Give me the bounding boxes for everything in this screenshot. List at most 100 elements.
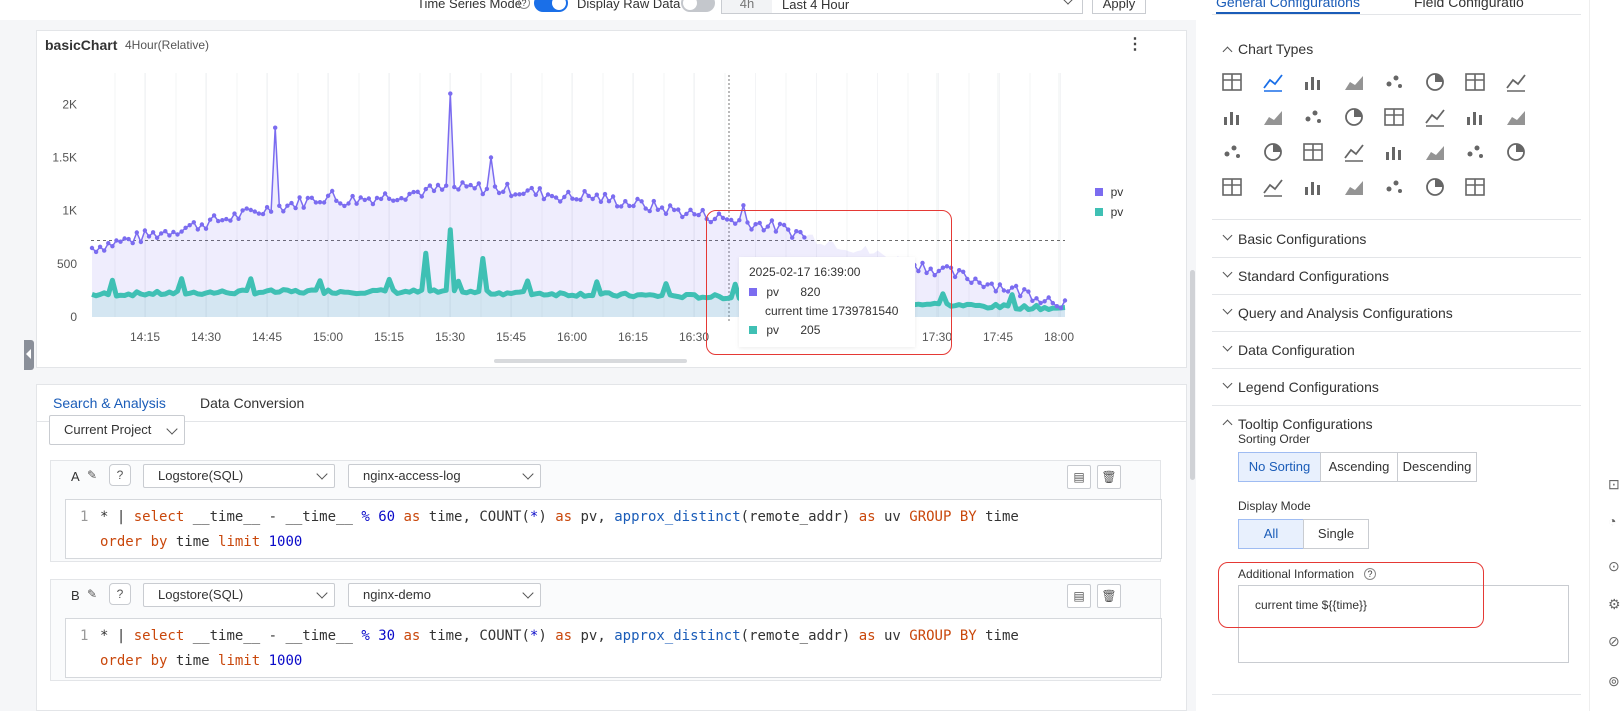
chevron-up-icon[interactable] bbox=[1222, 46, 1233, 57]
section-standard-configurations[interactable]: Standard Configurations bbox=[1212, 257, 1581, 295]
series-point-pv bbox=[163, 229, 168, 234]
chart-type-icon[interactable] bbox=[1463, 175, 1487, 199]
collapse-handle[interactable] bbox=[24, 340, 34, 370]
resize-grip[interactable] bbox=[494, 359, 687, 363]
tool-icon[interactable]: ⊘ bbox=[1608, 633, 1620, 649]
query-editor[interactable]: 1 * | select __time__ - __time__ % 30 as… bbox=[65, 618, 1162, 678]
series-point-pv bbox=[553, 195, 559, 200]
tool-icon[interactable]: ◔ bbox=[1608, 513, 1617, 529]
chart-type-icon[interactable] bbox=[1301, 140, 1325, 164]
series-point-pv bbox=[708, 219, 713, 225]
display-raw-data-toggle[interactable] bbox=[681, 0, 715, 12]
sort-descending[interactable]: Descending bbox=[1397, 452, 1477, 482]
chart-type-icon[interactable] bbox=[1423, 70, 1447, 94]
section-basic-configurations[interactable]: Basic Configurations bbox=[1212, 220, 1581, 258]
chart-type-icon[interactable] bbox=[1220, 105, 1244, 129]
project-select[interactable]: Current Project bbox=[49, 415, 185, 445]
help-icon[interactable]: ? bbox=[1364, 568, 1376, 580]
tab-field-configurations[interactable]: Field Configuratio bbox=[1414, 0, 1524, 10]
gear-icon[interactable]: ⚙ bbox=[1608, 596, 1621, 612]
query-editor[interactable]: 1 * | select __time__ - __time__ % 60 as… bbox=[65, 499, 1162, 559]
chart-type-icon[interactable] bbox=[1463, 140, 1487, 164]
caret-left-icon bbox=[26, 349, 31, 359]
tool-icon[interactable]: ⊚ bbox=[1608, 673, 1620, 689]
series-point-pv bbox=[154, 235, 160, 240]
tool-icon[interactable]: ⊙ bbox=[1608, 558, 1620, 574]
chart-type-icon[interactable] bbox=[1342, 70, 1366, 94]
edit-icon[interactable]: ✎ bbox=[87, 468, 98, 482]
legend-item[interactable]: pv bbox=[1095, 184, 1123, 204]
chart-type-icon[interactable] bbox=[1463, 105, 1487, 129]
chart-type-icon[interactable] bbox=[1342, 105, 1366, 129]
more-options-icon[interactable]: ⋮ bbox=[1127, 36, 1143, 53]
chart-type-icon[interactable] bbox=[1423, 140, 1447, 164]
legend-item[interactable]: pv bbox=[1095, 204, 1123, 224]
chart-type-icon[interactable] bbox=[1301, 105, 1325, 129]
sort-ascending[interactable]: Ascending bbox=[1320, 452, 1398, 482]
tool-icon[interactable]: ⊡ bbox=[1608, 476, 1620, 492]
copy-icon[interactable]: ▤ bbox=[1067, 465, 1091, 489]
series-point-pv bbox=[472, 186, 477, 191]
chart-type-icon[interactable] bbox=[1504, 105, 1528, 129]
series-point-pv bbox=[566, 189, 571, 195]
chart-type-icon[interactable] bbox=[1504, 70, 1528, 94]
chart-panel: basicChart 4Hour(Relative) ⋮ 0 500 1K 1.5K 2… bbox=[36, 30, 1187, 368]
series-point-pv bbox=[802, 235, 807, 240]
delete-icon[interactable]: 🗑 bbox=[1097, 584, 1121, 608]
chart-type-icon[interactable] bbox=[1463, 70, 1487, 94]
help-icon[interactable]: ? bbox=[109, 464, 131, 486]
chart-type-icon[interactable] bbox=[1342, 175, 1366, 199]
series-point-pv bbox=[289, 200, 294, 206]
help-icon[interactable]: ? bbox=[518, 0, 530, 9]
logstore-type-select[interactable]: Logstore(SQL) bbox=[143, 464, 335, 488]
chart-type-icon[interactable] bbox=[1382, 70, 1406, 94]
help-icon[interactable]: ? bbox=[109, 583, 131, 605]
chart-type-icon[interactable] bbox=[1342, 140, 1366, 164]
chart-type-icon[interactable] bbox=[1220, 140, 1244, 164]
chart-type-icon[interactable] bbox=[1220, 70, 1244, 94]
section-legend-configurations[interactable]: Legend Configurations bbox=[1212, 368, 1581, 406]
chart-type-icon[interactable] bbox=[1423, 105, 1447, 129]
chart-type-icon[interactable] bbox=[1261, 175, 1285, 199]
chart-type-icon[interactable] bbox=[1301, 175, 1325, 199]
chart-type-icon[interactable] bbox=[1382, 105, 1406, 129]
additional-info-input[interactable]: current time ${{time}} bbox=[1238, 585, 1569, 663]
chart-type-icon[interactable] bbox=[1423, 175, 1447, 199]
main-scrollbar[interactable] bbox=[1190, 270, 1195, 480]
series-point-pv bbox=[362, 197, 367, 203]
chart-type-icon[interactable] bbox=[1382, 140, 1406, 164]
display-single[interactable]: Single bbox=[1303, 519, 1369, 549]
tab-general-configurations[interactable]: General Configurations bbox=[1216, 0, 1360, 14]
apply-button[interactable]: Apply bbox=[1092, 0, 1146, 14]
time-range-select[interactable]: 4h Last 4 Hour bbox=[721, 0, 1083, 14]
series-point-pv bbox=[1001, 288, 1007, 293]
logstore-type-select[interactable]: Logstore(SQL) bbox=[143, 583, 335, 607]
time-series-mode-toggle[interactable] bbox=[534, 0, 568, 12]
logstore-select[interactable]: nginx-access-log bbox=[348, 464, 541, 488]
series-point-pv bbox=[387, 196, 392, 201]
series-point-pv bbox=[1034, 296, 1039, 301]
chart-type-icon[interactable] bbox=[1220, 175, 1244, 199]
section-query-analysis-configurations[interactable]: Query and Analysis Configurations bbox=[1212, 294, 1581, 332]
section-data-configuration[interactable]: Data Configuration bbox=[1212, 331, 1581, 369]
y-tick-label: 1.5K bbox=[52, 150, 77, 164]
display-all[interactable]: All bbox=[1238, 519, 1304, 549]
sort-no-sorting[interactable]: No Sorting bbox=[1238, 452, 1321, 482]
delete-icon[interactable]: 🗑 bbox=[1097, 465, 1121, 489]
series-point-pv bbox=[672, 207, 677, 213]
edit-icon[interactable]: ✎ bbox=[87, 587, 98, 601]
chart-type-icon[interactable] bbox=[1261, 105, 1285, 129]
copy-icon[interactable]: ▤ bbox=[1067, 584, 1091, 608]
series-point-pv bbox=[940, 265, 946, 270]
chart-type-icon[interactable] bbox=[1301, 70, 1325, 94]
series-point-pv bbox=[533, 192, 538, 197]
chart-type-icon[interactable] bbox=[1382, 175, 1406, 199]
tab-data-conversion[interactable]: Data Conversion bbox=[200, 395, 305, 411]
chart-type-icon[interactable] bbox=[1261, 140, 1285, 164]
logstore-select[interactable]: nginx-demo bbox=[348, 583, 541, 607]
chart-type-icon[interactable] bbox=[1504, 140, 1528, 164]
series-point-pv bbox=[920, 260, 925, 266]
legend-swatch bbox=[1095, 208, 1103, 216]
chevron-up-icon[interactable] bbox=[1222, 419, 1233, 430]
chart-type-icon[interactable] bbox=[1261, 70, 1285, 94]
